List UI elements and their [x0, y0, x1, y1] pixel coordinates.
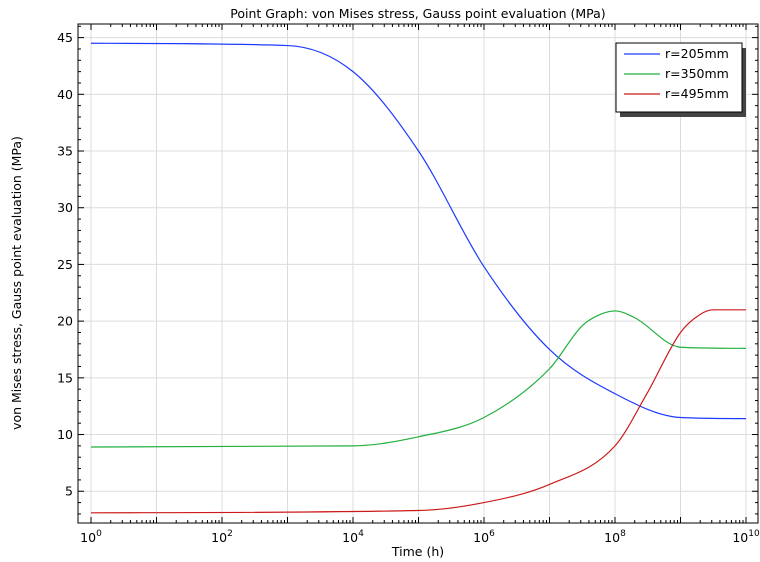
y-axis-label: von Mises stress, Gauss point evaluation… [9, 136, 24, 430]
y-tick-label: 35 [57, 144, 73, 159]
x-tick-label: 100 [80, 529, 102, 545]
x-axis-label: Time (h) [391, 544, 444, 559]
chart-title: Point Graph: von Mises stress, Gauss poi… [230, 6, 605, 21]
y-tick-label: 10 [57, 427, 73, 442]
series-line-3 [90, 309, 746, 514]
series-line-1 [90, 42, 747, 420]
x-tick-label: 106 [473, 529, 495, 545]
x-tick-label: 1010 [732, 529, 760, 545]
series-lines [90, 42, 747, 514]
y-tick-label: 15 [57, 370, 73, 385]
y-tick-label: 20 [57, 314, 73, 329]
y-tick-label: 40 [57, 87, 73, 102]
legend-items: r=205mm r=350mm r=495mm [624, 46, 729, 101]
y-tick-label: 30 [57, 200, 73, 215]
x-tick-label: 108 [604, 529, 626, 545]
x-tick-label: 104 [342, 529, 364, 545]
y-tick-label: 5 [65, 484, 73, 499]
legend-label-1: r=205mm [665, 46, 729, 61]
series-line-2 [90, 310, 747, 448]
axis-ticks: 5 10 15 20 25 30 35 40 45 100 102 104 106 108 1010 [57, 24, 760, 545]
legend: r=205mm r=350mm r=495mm [615, 42, 746, 117]
y-tick-label: 45 [57, 30, 73, 45]
legend-label-2: r=350mm [665, 66, 729, 81]
y-tick-label: 25 [57, 257, 73, 272]
x-tick-label: 102 [211, 529, 233, 545]
legend-label-3: r=495mm [665, 86, 729, 101]
